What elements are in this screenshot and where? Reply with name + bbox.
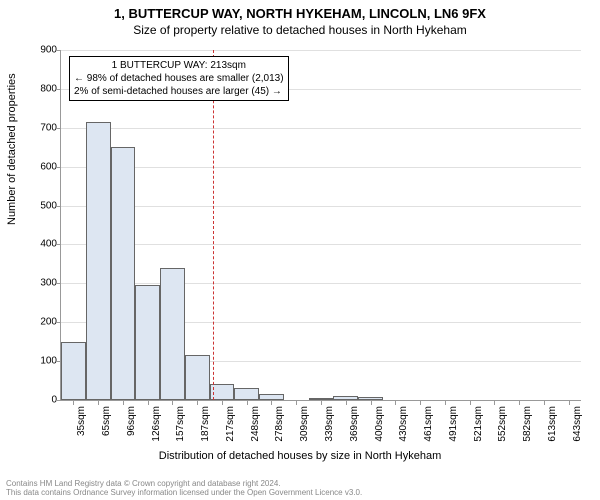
y-tick-label: 600 bbox=[29, 161, 57, 172]
histogram-bar bbox=[135, 285, 160, 400]
x-tick-label: 521sqm bbox=[473, 406, 484, 442]
x-tick-mark bbox=[123, 400, 124, 405]
x-tick-label: 552sqm bbox=[497, 406, 508, 442]
annotation-line3: 2% of semi-detached houses are larger (4… bbox=[74, 85, 284, 98]
title-sub: Size of property relative to detached ho… bbox=[0, 21, 600, 37]
x-tick-mark bbox=[494, 400, 495, 405]
y-tick-mark bbox=[56, 244, 61, 245]
x-tick-label: 339sqm bbox=[324, 406, 335, 442]
x-axis-label: Distribution of detached houses by size … bbox=[0, 450, 600, 462]
x-tick-mark bbox=[98, 400, 99, 405]
x-tick-mark bbox=[148, 400, 149, 405]
y-tick-mark bbox=[56, 89, 61, 90]
x-tick-mark bbox=[247, 400, 248, 405]
y-tick-mark bbox=[56, 400, 61, 401]
x-tick-label: 309sqm bbox=[299, 406, 310, 442]
histogram-bar bbox=[61, 342, 86, 400]
y-tick-mark bbox=[56, 322, 61, 323]
y-tick-label: 800 bbox=[29, 83, 57, 94]
x-tick-mark bbox=[569, 400, 570, 405]
x-tick-label: 643sqm bbox=[572, 406, 583, 442]
histogram-bar bbox=[86, 122, 111, 400]
x-tick-mark bbox=[346, 400, 347, 405]
x-tick-label: 96sqm bbox=[126, 406, 137, 436]
x-tick-mark bbox=[172, 400, 173, 405]
gridline bbox=[61, 128, 581, 129]
annotation-line2: ← 98% of detached houses are smaller (2,… bbox=[74, 72, 284, 85]
x-tick-mark bbox=[519, 400, 520, 405]
x-tick-label: 400sqm bbox=[374, 406, 385, 442]
gridline bbox=[61, 283, 581, 284]
histogram-bar bbox=[234, 388, 259, 400]
x-tick-label: 157sqm bbox=[175, 406, 186, 442]
x-tick-label: 187sqm bbox=[200, 406, 211, 442]
x-tick-mark bbox=[73, 400, 74, 405]
x-tick-mark bbox=[222, 400, 223, 405]
x-tick-label: 35sqm bbox=[76, 406, 87, 436]
footer-line1: Contains HM Land Registry data © Crown c… bbox=[6, 479, 362, 489]
annotation-box: 1 BUTTERCUP WAY: 213sqm ← 98% of detache… bbox=[69, 56, 289, 101]
y-tick-label: 500 bbox=[29, 200, 57, 211]
y-tick-label: 300 bbox=[29, 278, 57, 289]
gridline bbox=[61, 167, 581, 168]
x-tick-label: 582sqm bbox=[522, 406, 533, 442]
x-tick-label: 369sqm bbox=[349, 406, 360, 442]
y-tick-label: 400 bbox=[29, 239, 57, 250]
y-tick-label: 700 bbox=[29, 122, 57, 133]
histogram-bar bbox=[160, 268, 185, 400]
footer-line2: This data contains Ordnance Survey infor… bbox=[6, 488, 362, 498]
x-tick-label: 430sqm bbox=[398, 406, 409, 442]
x-tick-label: 248sqm bbox=[250, 406, 261, 442]
y-tick-label: 900 bbox=[29, 45, 57, 56]
histogram-bar bbox=[111, 147, 136, 400]
x-tick-mark bbox=[321, 400, 322, 405]
x-tick-label: 278sqm bbox=[274, 406, 285, 442]
histogram-bar bbox=[185, 355, 210, 400]
x-tick-label: 613sqm bbox=[547, 406, 558, 442]
y-tick-mark bbox=[56, 128, 61, 129]
y-tick-label: 200 bbox=[29, 317, 57, 328]
x-tick-label: 461sqm bbox=[423, 406, 434, 442]
gridline bbox=[61, 50, 581, 51]
x-tick-mark bbox=[544, 400, 545, 405]
x-tick-mark bbox=[197, 400, 198, 405]
y-tick-label: 100 bbox=[29, 356, 57, 367]
x-tick-label: 65sqm bbox=[101, 406, 112, 436]
x-tick-mark bbox=[445, 400, 446, 405]
annotation-line1: 1 BUTTERCUP WAY: 213sqm bbox=[74, 59, 284, 72]
gridline bbox=[61, 244, 581, 245]
chart-area: 010020030040050060070080090035sqm65sqm96… bbox=[60, 50, 581, 401]
footer: Contains HM Land Registry data © Crown c… bbox=[6, 479, 362, 498]
x-tick-mark bbox=[420, 400, 421, 405]
gridline bbox=[61, 206, 581, 207]
y-tick-label: 0 bbox=[29, 395, 57, 406]
x-tick-mark bbox=[395, 400, 396, 405]
x-tick-mark bbox=[371, 400, 372, 405]
x-tick-mark bbox=[271, 400, 272, 405]
x-tick-label: 491sqm bbox=[448, 406, 459, 442]
x-tick-label: 217sqm bbox=[225, 406, 236, 442]
x-tick-mark bbox=[470, 400, 471, 405]
y-tick-mark bbox=[56, 283, 61, 284]
x-tick-mark bbox=[296, 400, 297, 405]
y-tick-mark bbox=[56, 206, 61, 207]
y-tick-mark bbox=[56, 50, 61, 51]
y-axis-label: Number of detached properties bbox=[6, 73, 18, 225]
x-tick-label: 126sqm bbox=[151, 406, 162, 442]
title-main: 1, BUTTERCUP WAY, NORTH HYKEHAM, LINCOLN… bbox=[0, 0, 600, 21]
y-tick-mark bbox=[56, 167, 61, 168]
chart-container: 1, BUTTERCUP WAY, NORTH HYKEHAM, LINCOLN… bbox=[0, 0, 600, 500]
marker-line bbox=[213, 50, 214, 400]
